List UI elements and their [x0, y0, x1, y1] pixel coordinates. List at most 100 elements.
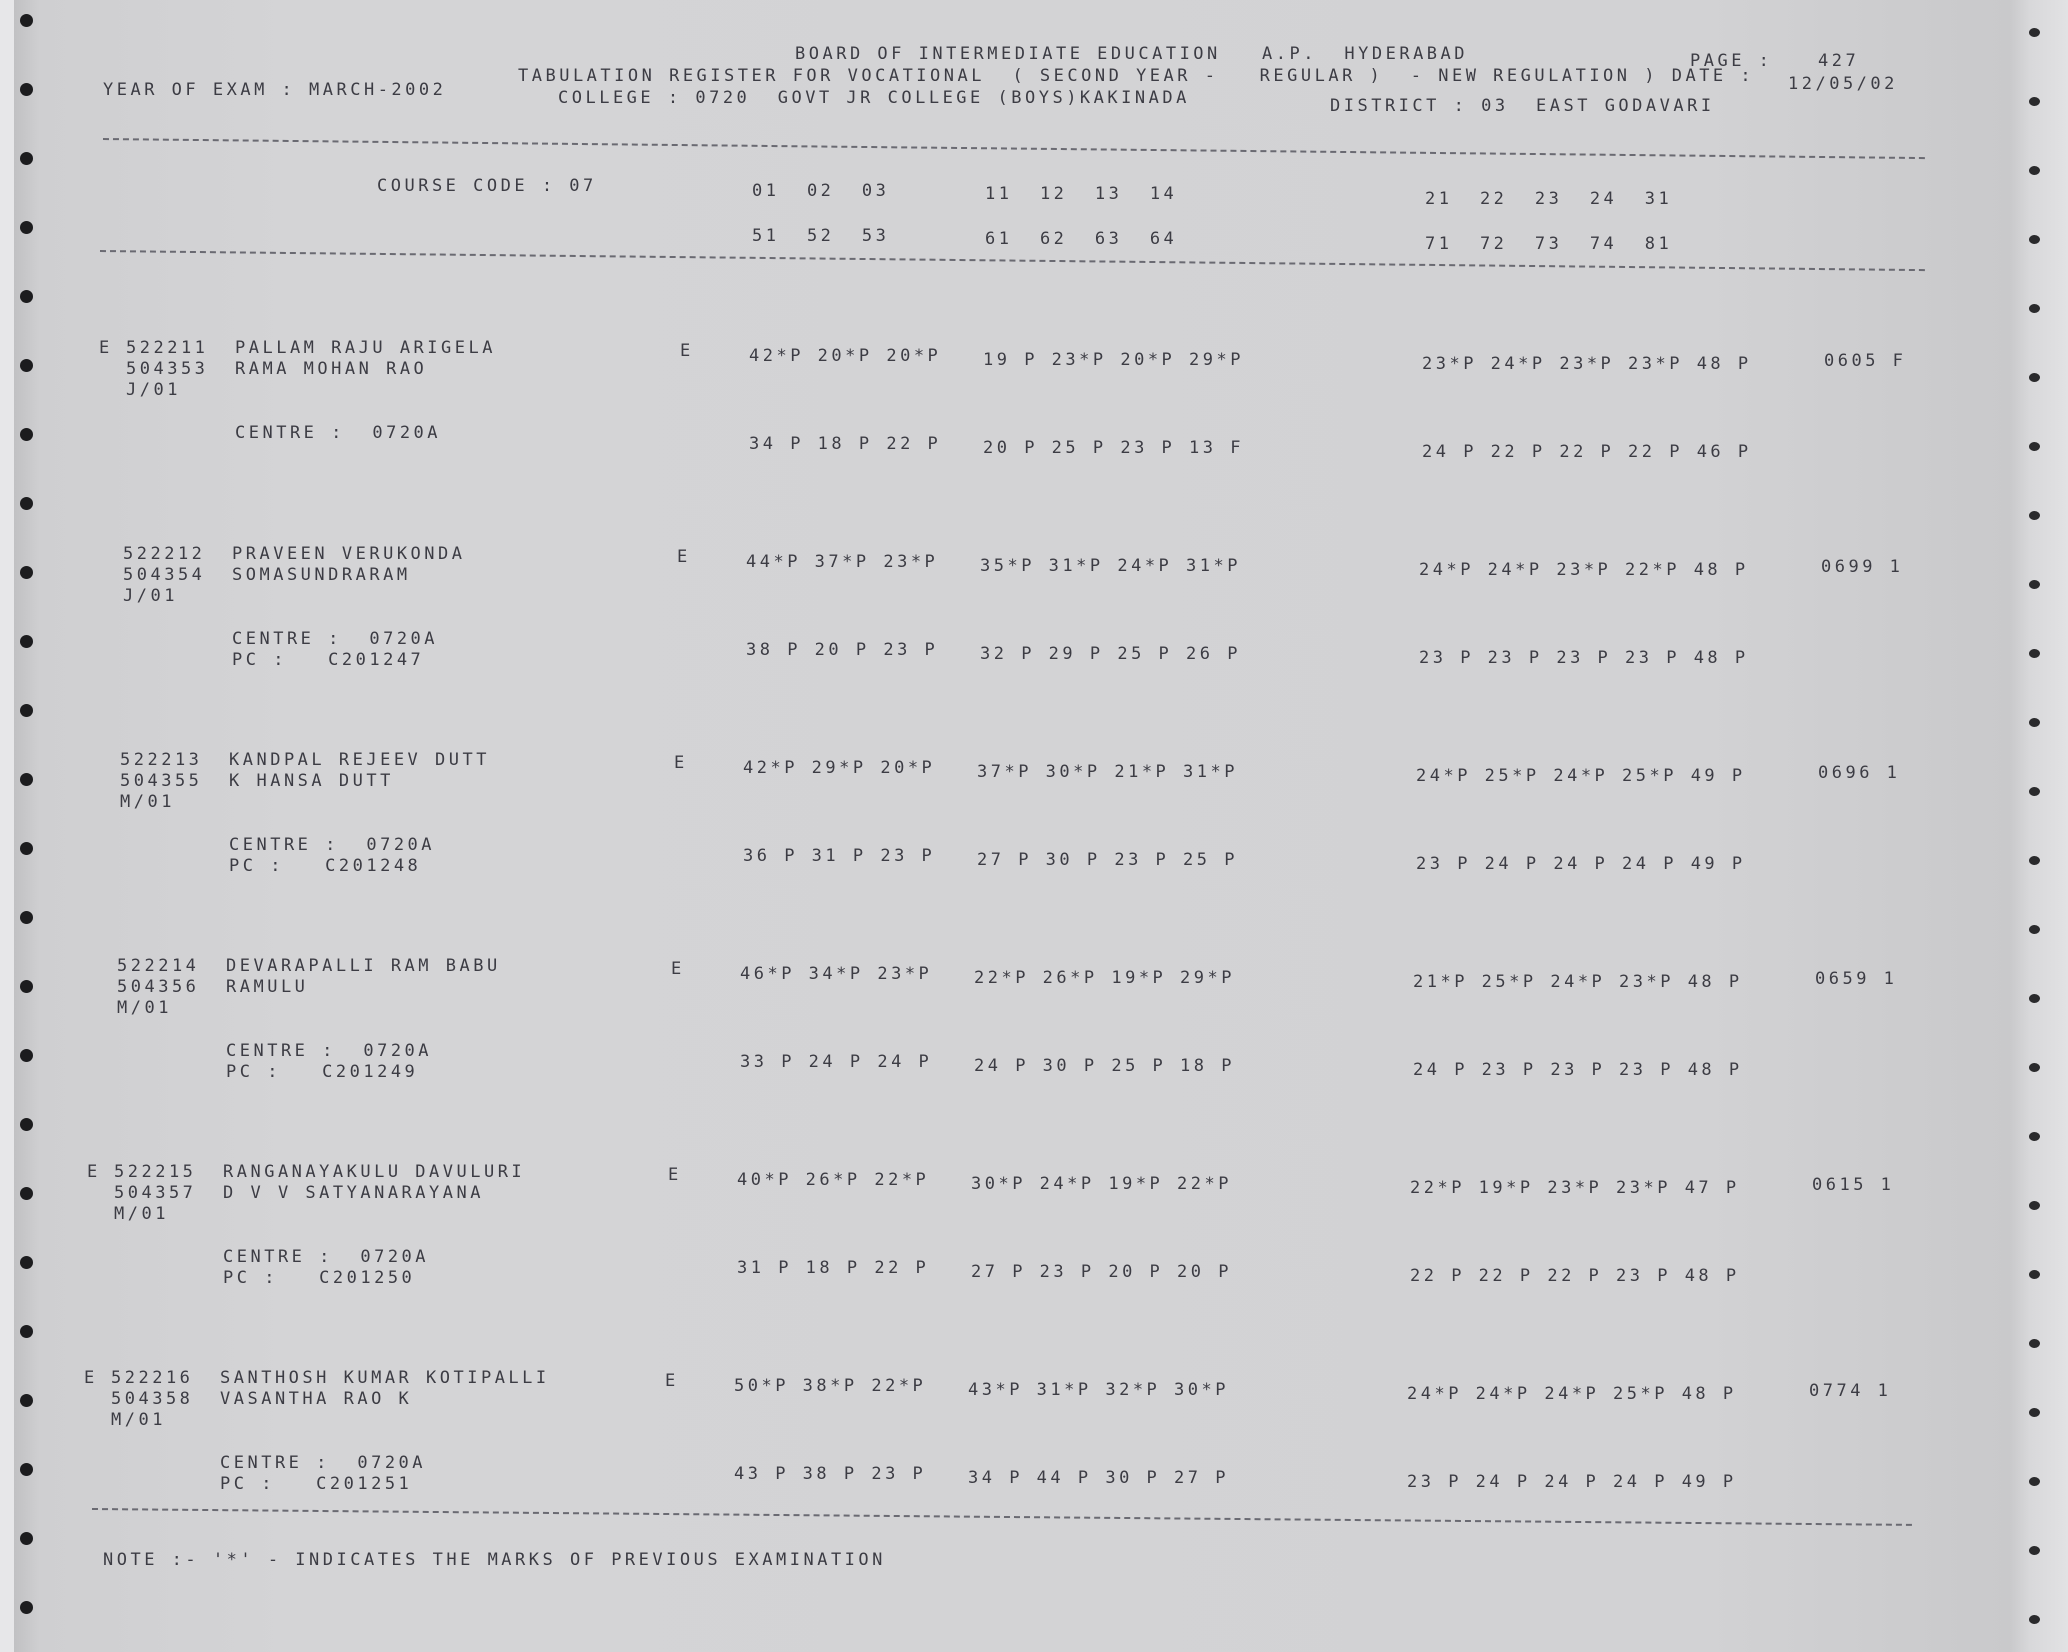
feed-hole	[20, 1118, 33, 1131]
marks-first-year-2: 24 P 30 P 25 P 18 P	[974, 1056, 1235, 1076]
roll-number: 522212	[123, 544, 206, 564]
medium-marker: E	[680, 341, 694, 361]
marks-first-year-3: 23 P 24 P 24 P 24 P 49 P	[1407, 1472, 1737, 1492]
feed-hole	[20, 1463, 33, 1476]
subject-codes-3: 21 22 23 24 31	[1425, 189, 1673, 209]
marks-first-year-1: 34 P 18 P 22 P	[749, 434, 942, 454]
marks-second-year-2: 43*P 31*P 32*P 30*P	[968, 1380, 1229, 1400]
subject-codes-1: 01 02 03	[752, 181, 890, 201]
marks-first-year-1: 43 P 38 P 23 P	[734, 1464, 927, 1484]
feed-hole	[2029, 925, 2040, 934]
candidate-name: DEVARAPALLI RAM BABU	[226, 956, 501, 976]
marks-second-year-1: 40*P 26*P 22*P	[737, 1170, 930, 1190]
marks-second-year-1: 46*P 34*P 23*P	[740, 964, 933, 984]
feed-hole	[20, 290, 33, 303]
year-of-exam: YEAR OF EXAM : MARCH-2002	[103, 80, 447, 100]
feed-hole	[2029, 649, 2040, 658]
marks-first-year-1: 36 P 31 P 23 P	[743, 846, 936, 866]
pc-code: PC : C201248	[229, 856, 422, 876]
registration-number: 504356	[117, 977, 200, 997]
group-code: M/01	[117, 998, 172, 1018]
group-code: M/01	[114, 1204, 169, 1224]
feed-hole	[20, 773, 33, 786]
roll-number: 522213	[120, 750, 203, 770]
marks-second-year-3: 21*P 25*P 24*P 23*P 48 P	[1413, 972, 1743, 992]
total-result: 0774 1	[1809, 1381, 1892, 1401]
registration-number: 504358	[111, 1389, 194, 1409]
exempt-flag: E	[84, 1368, 98, 1388]
marks-first-year-1: 33 P 24 P 24 P	[740, 1052, 933, 1072]
total-result: 0605 F	[1824, 351, 1907, 371]
total-result: 0696 1	[1818, 763, 1901, 783]
feed-hole	[20, 635, 33, 648]
marks-first-year-3: 23 P 23 P 23 P 23 P 48 P	[1419, 648, 1749, 668]
registration-number: 504355	[120, 771, 203, 791]
centre-code: CENTRE : 0720A	[223, 1247, 430, 1267]
marks-first-year-2: 27 P 30 P 23 P 25 P	[977, 850, 1238, 870]
marks-second-year-2: 35*P 31*P 24*P 31*P	[980, 556, 1241, 576]
feed-hole	[20, 428, 33, 441]
centre-code: CENTRE : 0720A	[232, 629, 439, 649]
centre-code: CENTRE : 0720A	[226, 1041, 433, 1061]
marks-first-year-2: 27 P 23 P 20 P 20 P	[971, 1262, 1232, 1282]
father-name: RAMA MOHAN RAO	[235, 359, 428, 379]
marks-second-year-1: 50*P 38*P 22*P	[734, 1376, 927, 1396]
feed-hole	[20, 1256, 33, 1269]
medium-marker: E	[671, 959, 685, 979]
group-code: J/01	[123, 586, 178, 606]
roll-number: 522214	[117, 956, 200, 976]
marks-first-year-3: 24 P 23 P 23 P 23 P 48 P	[1413, 1060, 1743, 1080]
roll-number: 522216	[111, 1368, 194, 1388]
total-result: 0615 1	[1812, 1175, 1895, 1195]
marks-first-year-1: 38 P 20 P 23 P	[746, 640, 939, 660]
course-code: COURSE CODE : 07	[377, 176, 597, 196]
roll-number: 522211	[126, 338, 209, 358]
feed-hole	[2029, 1132, 2040, 1141]
father-name: VASANTHA RAO K	[220, 1389, 413, 1409]
board-title: BOARD OF INTERMEDIATE EDUCATION A.P. HYD…	[795, 44, 1469, 64]
group-code: J/01	[126, 380, 181, 400]
tractor-feed-strip	[0, 0, 14, 1652]
page-label: PAGE :	[1690, 51, 1773, 71]
candidate-name: KANDPAL REJEEV DUTT	[229, 750, 490, 770]
feed-hole	[2029, 373, 2040, 382]
feed-hole	[20, 1601, 33, 1614]
marks-first-year-2: 32 P 29 P 25 P 26 P	[980, 644, 1241, 664]
feed-hole	[2029, 1408, 2040, 1417]
feed-hole	[2029, 994, 2040, 1003]
medium-marker: E	[674, 753, 688, 773]
marks-second-year-2: 37*P 30*P 21*P 31*P	[977, 762, 1238, 782]
feed-hole	[2029, 580, 2040, 589]
feed-hole	[2029, 304, 2040, 313]
pc-code: PC : C201251	[220, 1474, 413, 1494]
centre-code: CENTRE : 0720A	[220, 1453, 427, 1473]
group-code: M/01	[120, 792, 175, 812]
feed-hole	[20, 566, 33, 579]
feed-hole	[20, 497, 33, 510]
feed-hole	[20, 1532, 33, 1545]
feed-hole	[2029, 1546, 2040, 1555]
feed-hole	[20, 83, 33, 96]
marks-second-year-3: 24*P 24*P 24*P 25*P 48 P	[1407, 1384, 1737, 1404]
marks-second-year-3: 23*P 24*P 23*P 23*P 48 P	[1422, 354, 1752, 374]
father-name: RAMULU	[226, 977, 309, 997]
feed-hole	[20, 14, 33, 27]
feed-hole	[20, 980, 33, 993]
marks-second-year-2: 22*P 26*P 19*P 29*P	[974, 968, 1235, 988]
district-info: DISTRICT : 03 EAST GODAVARI	[1330, 96, 1715, 116]
marks-first-year-3: 23 P 24 P 24 P 24 P 49 P	[1416, 854, 1746, 874]
feed-hole	[2029, 1201, 2040, 1210]
print-date: 12/05/02	[1788, 74, 1898, 94]
pc-code: PC : C201249	[226, 1062, 419, 1082]
candidate-name: SANTHOSH KUMAR KOTIPALLI	[220, 1368, 550, 1388]
feed-hole	[2029, 235, 2040, 244]
total-result: 0699 1	[1821, 557, 1904, 577]
candidate-name: RANGANAYAKULU DAVULURI	[223, 1162, 526, 1182]
marks-first-year-3: 22 P 22 P 22 P 23 P 48 P	[1410, 1266, 1740, 1286]
marks-second-year-1: 42*P 20*P 20*P	[749, 346, 942, 366]
marks-second-year-3: 22*P 19*P 23*P 23*P 47 P	[1410, 1178, 1740, 1198]
marks-second-year-1: 42*P 29*P 20*P	[743, 758, 936, 778]
subject-codes-6: 71 72 73 74 81	[1425, 234, 1673, 254]
subject-codes-4: 51 52 53	[752, 226, 890, 246]
feed-hole	[2029, 787, 2040, 796]
